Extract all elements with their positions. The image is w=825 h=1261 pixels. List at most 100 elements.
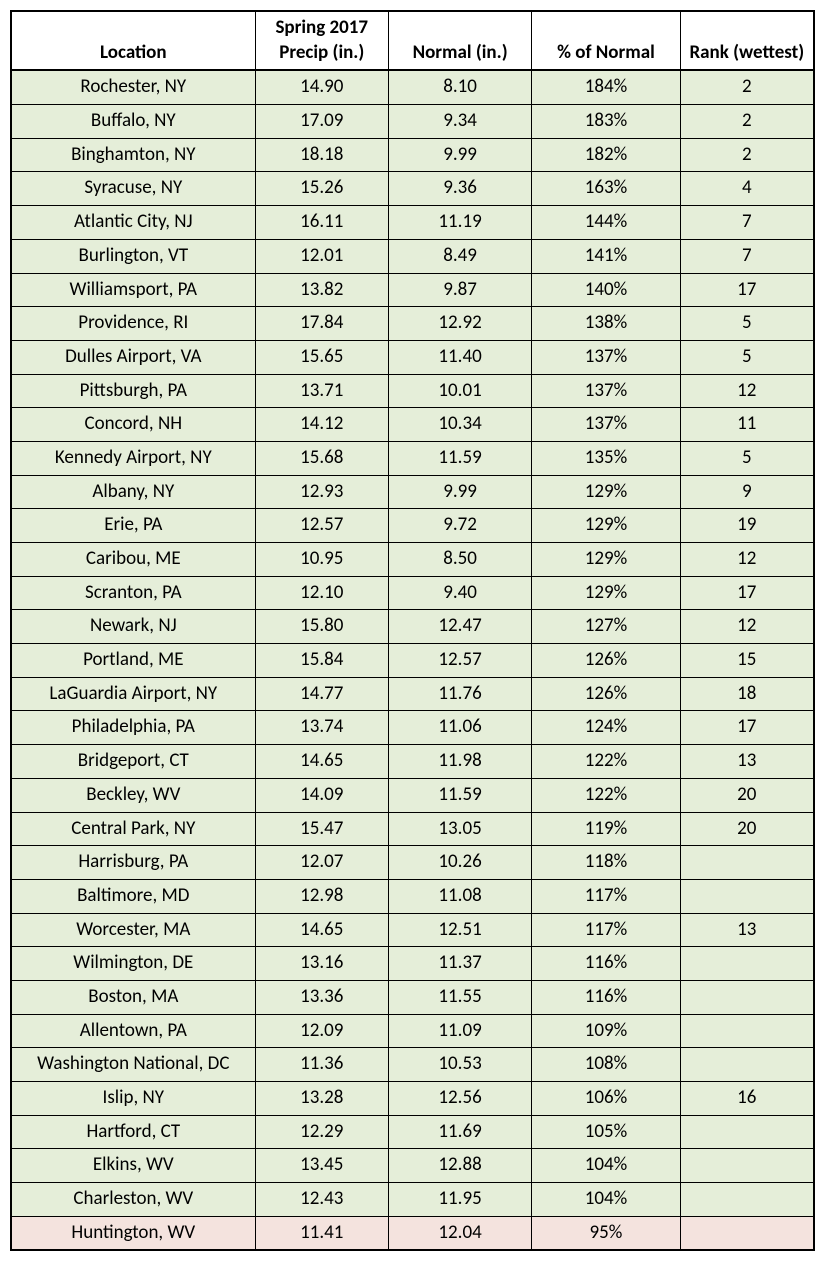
cell-location: Rochester, NY — [11, 70, 255, 104]
cell-normal: 11.95 — [388, 1183, 531, 1217]
cell-precip: 14.65 — [255, 745, 388, 779]
cell-normal: 11.09 — [388, 1014, 531, 1048]
cell-pct: 129% — [532, 576, 680, 610]
cell-location: Caribou, ME — [11, 543, 255, 577]
cell-pct: 108% — [532, 1048, 680, 1082]
cell-normal: 12.04 — [388, 1216, 531, 1250]
table-header: Location Spring 2017 Precip (in.) Normal… — [11, 11, 814, 70]
cell-pct: 144% — [532, 206, 680, 240]
cell-precip: 15.84 — [255, 644, 388, 678]
col-header-location: Location — [11, 11, 255, 70]
table-row: Albany, NY12.939.99129%9 — [11, 475, 814, 509]
cell-precip: 15.47 — [255, 812, 388, 846]
cell-pct: 105% — [532, 1115, 680, 1149]
cell-rank: 17 — [680, 273, 814, 307]
cell-rank — [680, 947, 814, 981]
cell-location: Newark, NJ — [11, 610, 255, 644]
cell-precip: 12.10 — [255, 576, 388, 610]
cell-location: Atlantic City, NJ — [11, 206, 255, 240]
cell-location: Portland, ME — [11, 644, 255, 678]
cell-pct: 124% — [532, 711, 680, 745]
table-row: Harrisburg, PA12.0710.26118% — [11, 846, 814, 880]
cell-normal: 10.01 — [388, 374, 531, 408]
cell-pct: 138% — [532, 307, 680, 341]
cell-rank: 5 — [680, 340, 814, 374]
cell-precip: 15.26 — [255, 172, 388, 206]
cell-pct: 116% — [532, 980, 680, 1014]
cell-normal: 12.56 — [388, 1082, 531, 1116]
cell-normal: 8.49 — [388, 239, 531, 273]
cell-pct: 122% — [532, 778, 680, 812]
cell-precip: 13.71 — [255, 374, 388, 408]
table-row: Erie, PA12.579.72129%19 — [11, 509, 814, 543]
cell-precip: 12.98 — [255, 879, 388, 913]
cell-normal: 12.57 — [388, 644, 531, 678]
table-row: Kennedy Airport, NY15.6811.59135%5 — [11, 441, 814, 475]
cell-location: Harrisburg, PA — [11, 846, 255, 880]
table-row: Wilmington, DE13.1611.37116% — [11, 947, 814, 981]
cell-location: Bridgeport, CT — [11, 745, 255, 779]
cell-precip: 12.57 — [255, 509, 388, 543]
cell-pct: 117% — [532, 913, 680, 947]
table-row: Caribou, ME10.958.50129%12 — [11, 543, 814, 577]
cell-rank: 15 — [680, 644, 814, 678]
cell-location: Scranton, PA — [11, 576, 255, 610]
cell-normal: 11.69 — [388, 1115, 531, 1149]
cell-normal: 10.53 — [388, 1048, 531, 1082]
cell-pct: 137% — [532, 374, 680, 408]
cell-normal: 11.40 — [388, 340, 531, 374]
cell-location: Albany, NY — [11, 475, 255, 509]
cell-precip: 12.29 — [255, 1115, 388, 1149]
cell-normal: 8.50 — [388, 543, 531, 577]
table-row: Portland, ME15.8412.57126%15 — [11, 644, 814, 678]
cell-normal: 9.36 — [388, 172, 531, 206]
cell-rank: 5 — [680, 307, 814, 341]
cell-rank — [680, 1048, 814, 1082]
cell-pct: 118% — [532, 846, 680, 880]
cell-precip: 10.95 — [255, 543, 388, 577]
col-header-normal: Normal (in.) — [388, 11, 531, 70]
cell-pct: 129% — [532, 475, 680, 509]
cell-pct: 119% — [532, 812, 680, 846]
cell-precip: 14.77 — [255, 677, 388, 711]
cell-rank: 12 — [680, 543, 814, 577]
table-row: Syracuse, NY15.269.36163%4 — [11, 172, 814, 206]
cell-pct: 137% — [532, 340, 680, 374]
cell-pct: 140% — [532, 273, 680, 307]
cell-pct: 116% — [532, 947, 680, 981]
cell-pct: 163% — [532, 172, 680, 206]
cell-location: Wilmington, DE — [11, 947, 255, 981]
cell-precip: 13.45 — [255, 1149, 388, 1183]
cell-rank: 9 — [680, 475, 814, 509]
table-row: Baltimore, MD12.9811.08117% — [11, 879, 814, 913]
cell-location: Dulles Airport, VA — [11, 340, 255, 374]
cell-normal: 9.87 — [388, 273, 531, 307]
cell-rank — [680, 879, 814, 913]
cell-pct: 127% — [532, 610, 680, 644]
cell-pct: 135% — [532, 441, 680, 475]
cell-location: Syracuse, NY — [11, 172, 255, 206]
cell-location: Philadelphia, PA — [11, 711, 255, 745]
table-row: Concord, NH14.1210.34137%11 — [11, 408, 814, 442]
cell-rank — [680, 846, 814, 880]
cell-precip: 14.09 — [255, 778, 388, 812]
cell-location: Boston, MA — [11, 980, 255, 1014]
cell-location: Elkins, WV — [11, 1149, 255, 1183]
cell-pct: 104% — [532, 1183, 680, 1217]
precip-table: Location Spring 2017 Precip (in.) Normal… — [10, 10, 815, 1251]
cell-location: Concord, NH — [11, 408, 255, 442]
cell-location: LaGuardia Airport, NY — [11, 677, 255, 711]
cell-location: Islip, NY — [11, 1082, 255, 1116]
col-header-rank: Rank (wettest) — [680, 11, 814, 70]
table-row: Worcester, MA14.6512.51117%13 — [11, 913, 814, 947]
table-row: Charleston, WV12.4311.95104% — [11, 1183, 814, 1217]
table-row: Burlington, VT12.018.49141%7 — [11, 239, 814, 273]
table-row: Bridgeport, CT14.6511.98122%13 — [11, 745, 814, 779]
table-row: Pittsburgh, PA13.7110.01137%12 — [11, 374, 814, 408]
cell-precip: 12.93 — [255, 475, 388, 509]
cell-normal: 11.19 — [388, 206, 531, 240]
table-row: Philadelphia, PA13.7411.06124%17 — [11, 711, 814, 745]
cell-normal: 11.59 — [388, 778, 531, 812]
cell-normal: 11.76 — [388, 677, 531, 711]
cell-location: Worcester, MA — [11, 913, 255, 947]
